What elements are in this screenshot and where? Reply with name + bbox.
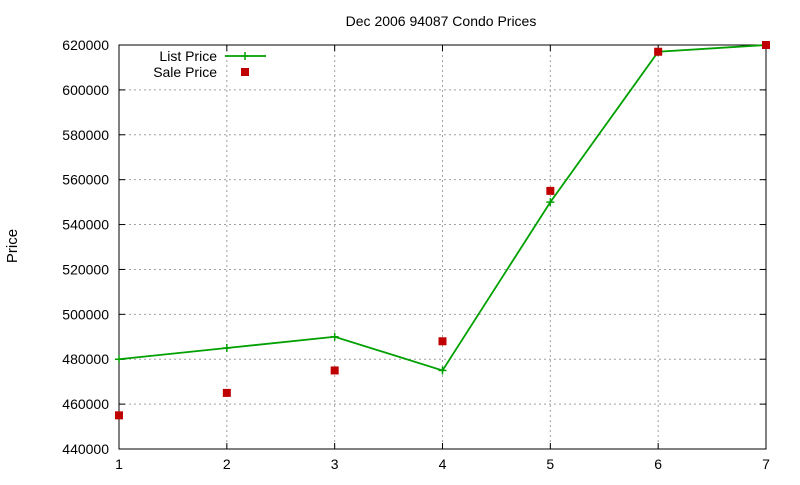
sale-price-point — [546, 186, 555, 195]
legend-swatch-sale-price — [241, 68, 249, 76]
sale-price-point — [222, 388, 231, 397]
y-tick-label: 580000 — [62, 127, 109, 143]
series-sale-price — [115, 41, 770, 420]
list-price-point — [438, 366, 447, 375]
legend-label-sale-price: Sale Price — [153, 64, 217, 80]
y-tick-label: 560000 — [62, 172, 109, 188]
sale-price-point — [330, 366, 339, 375]
x-tick-label: 1 — [115, 456, 123, 472]
y-tick-label: 480000 — [62, 351, 109, 367]
x-tick-label: 3 — [331, 456, 339, 472]
y-tick-label: 620000 — [62, 37, 109, 53]
y-tick-label: 520000 — [62, 261, 109, 277]
list-price-point — [546, 198, 555, 207]
y-tick-label: 540000 — [62, 217, 109, 233]
axis-ticks: 4400004600004800005000005200005400005600… — [62, 37, 770, 472]
sale-price-point — [654, 47, 663, 56]
y-tick-label: 460000 — [62, 396, 109, 412]
sale-price-point — [115, 411, 123, 420]
x-tick-label: 2 — [223, 456, 231, 472]
grid — [119, 45, 766, 449]
y-tick-label: 500000 — [62, 306, 109, 322]
y-axis-label: Price — [4, 229, 21, 263]
sale-price-point — [762, 41, 770, 49]
x-tick-label: 7 — [762, 456, 770, 472]
series-layer — [115, 41, 770, 420]
y-tick-label: 600000 — [62, 82, 109, 98]
x-tick-label: 5 — [546, 456, 554, 472]
list-price-point — [115, 355, 123, 364]
legend-label-list-price: List Price — [159, 48, 217, 64]
chart-title: Dec 2006 94087 Condo Prices — [346, 13, 537, 29]
legend-swatch-list-price — [225, 52, 266, 60]
x-tick-label: 4 — [439, 456, 447, 472]
x-tick-label: 6 — [654, 456, 662, 472]
sale-price-point — [438, 337, 447, 346]
y-tick-label: 440000 — [62, 441, 109, 457]
list-price-point — [222, 344, 231, 352]
list-price-point — [330, 332, 339, 341]
